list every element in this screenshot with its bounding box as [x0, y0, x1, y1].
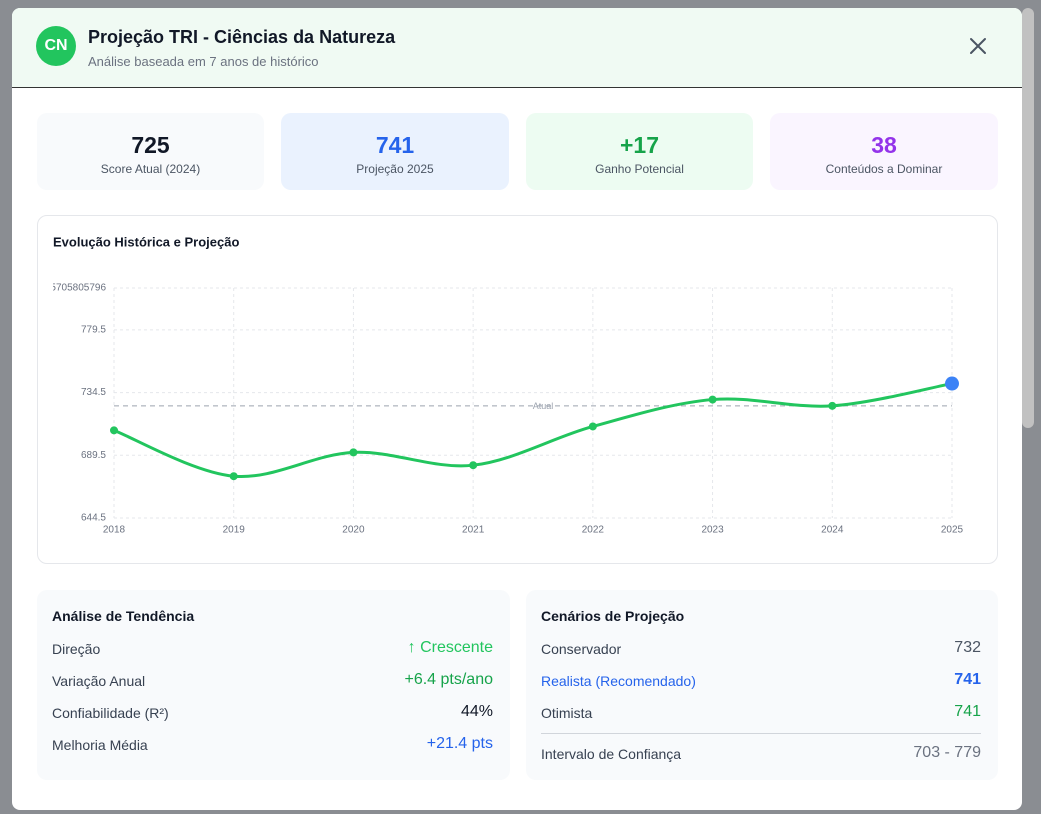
row-label: Realista (Recomendado) — [541, 673, 696, 689]
data-point — [349, 448, 358, 457]
row-value: 741 — [954, 671, 981, 688]
chart-card: Evolução Histórica e Projeção 644.5 689.5… — [37, 215, 998, 564]
data-point — [229, 472, 238, 481]
y-tick-label: 809.5705805796 — [38, 283, 106, 294]
trend-row: Confiabilidade (R²) 44% — [52, 703, 493, 725]
row-value: ↑ Crescente — [407, 639, 493, 656]
x-tick-label: 2019 — [223, 525, 246, 536]
row-label: Intervalo de Confiança — [541, 746, 682, 762]
row-label: Melhoria Média — [52, 737, 148, 753]
scrollbar[interactable] — [1022, 8, 1034, 428]
row-label: Direção — [52, 641, 101, 657]
panel-title: Análise de Tendência — [52, 608, 195, 624]
trend-row: Melhoria Média +21.4 pts — [52, 735, 493, 757]
stat-value: 741 — [375, 132, 415, 158]
modal: CN Projeção TRI - Ciências da Natureza A… — [12, 8, 1022, 810]
stat-value: 38 — [871, 132, 897, 158]
scenario-row: Conservador 732 — [541, 639, 981, 661]
stat-value: 725 — [131, 132, 170, 158]
row-value: 732 — [954, 639, 981, 656]
y-tick-label: 779.5 — [81, 325, 106, 336]
data-point — [828, 401, 837, 410]
chart: Evolução Histórica e Projeção 644.5 689.5… — [38, 234, 964, 536]
stat-card: 38 Conteúdos a Dominar — [770, 113, 998, 190]
scenario-row: Otimista 741 — [541, 703, 981, 725]
data-point — [708, 395, 717, 404]
row-label: Variação Anual — [52, 673, 146, 689]
stat-card: 725 Score Atual (2024) — [37, 113, 264, 190]
row-label: Otimista — [541, 705, 593, 721]
scenario-row: Realista (Recomendado) 741 — [541, 671, 981, 693]
row-value: 44% — [460, 703, 493, 720]
row-value: +6.4 pts/ano — [404, 671, 493, 688]
x-tick-label: 2020 — [342, 525, 365, 536]
data-point — [110, 426, 118, 435]
chart-title: Evolução Histórica e Projeção — [53, 234, 239, 249]
trend-row: Direção ↑ Crescente — [52, 639, 493, 661]
x-tick-label: 2024 — [821, 525, 844, 536]
data-point — [469, 461, 478, 470]
x-tick-label: 2025 — [941, 525, 964, 536]
reference-label: Atual — [533, 401, 554, 411]
row-value: 741 — [954, 703, 981, 720]
series-line — [113, 382, 953, 479]
x-tick-label: 2022 — [582, 525, 605, 536]
stat-value: +17 — [619, 132, 659, 158]
divider — [541, 733, 981, 734]
y-tick-label: 734.5 — [81, 387, 106, 398]
stat-card: 741 Projeção 2025 — [281, 113, 509, 190]
trend-row: Variação Anual +6.4 pts/ano — [52, 671, 493, 693]
x-tick-label: 2018 — [103, 525, 126, 536]
x-tick-label: 2023 — [701, 525, 724, 536]
interval-row: Intervalo de Confiança 703 - 779 — [541, 744, 981, 766]
modal-subtitle: Análise baseada em 7 anos de histórico — [88, 54, 319, 69]
stat-label: Conteúdos a Dominar — [825, 162, 943, 176]
close-button[interactable] — [966, 34, 990, 58]
badge: CN — [36, 26, 76, 66]
row-label: Conservador — [541, 641, 622, 657]
data-point — [588, 422, 597, 431]
y-tick-label: 689.5 — [81, 450, 106, 461]
row-label: Confiabilidade (R²) — [52, 705, 169, 721]
scenarios-panel: Cenários de Projeção Conservador 732 Real… — [526, 590, 998, 780]
stat-label: Ganho Potencial — [595, 162, 684, 176]
data-point — [945, 376, 959, 391]
y-tick-label: 644.5 — [81, 513, 106, 524]
trend-panel: Análise de Tendência Direção ↑ Crescente … — [37, 590, 510, 780]
axis-labels: 644.5 689.5 734.5 779.5 809.5705805796 — [38, 283, 106, 524]
modal-title: Projeção TRI - Ciências da Natureza — [88, 27, 396, 47]
panel-title: Cenários de Projeção — [541, 608, 685, 624]
stat-card: +17 Ganho Potencial — [526, 113, 753, 190]
row-value: 703 - 779 — [913, 744, 981, 761]
stat-label: Score Atual (2024) — [100, 162, 201, 176]
stat-label: Projeção 2025 — [356, 162, 434, 176]
x-tick-label: 2021 — [462, 525, 485, 536]
row-value: +21.4 pts — [426, 735, 493, 752]
modal-header: CN Projeção TRI - Ciências da Natureza A… — [12, 8, 1022, 88]
